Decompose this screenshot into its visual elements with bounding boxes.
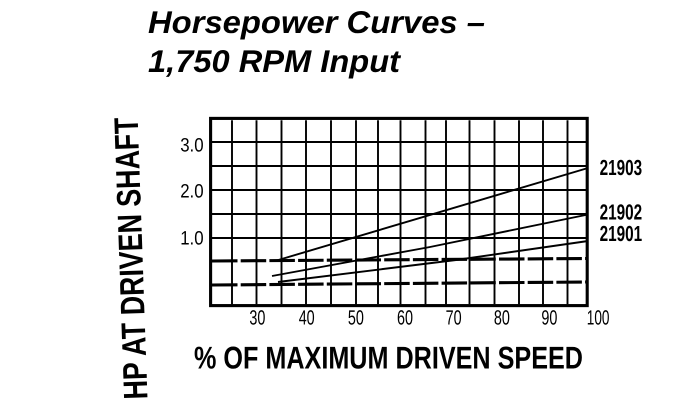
svg-text:21901: 21901 [600, 221, 643, 246]
svg-text:21902: 21902 [600, 199, 643, 224]
svg-text:1.0: 1.0 [180, 228, 204, 250]
svg-text:100: 100 [587, 307, 610, 330]
svg-text:1,750 RPM Input: 1,750 RPM Input [148, 43, 402, 79]
svg-text:% OF MAXIMUM DRIVEN SPEED: % OF MAXIMUM DRIVEN SPEED [194, 340, 583, 376]
svg-text:Horsepower Curves –: Horsepower Curves – [148, 4, 485, 40]
svg-text:21903: 21903 [600, 155, 643, 180]
svg-text:90: 90 [541, 307, 557, 330]
svg-text:80: 80 [494, 307, 510, 330]
svg-text:40: 40 [299, 307, 315, 330]
svg-text:50: 50 [348, 307, 364, 330]
svg-text:3.0: 3.0 [180, 135, 204, 157]
svg-text:30: 30 [249, 307, 265, 330]
svg-text:70: 70 [446, 307, 462, 330]
svg-text:HP AT DRIVEN SHAFT: HP AT DRIVEN SHAFT [108, 117, 156, 400]
svg-text:60: 60 [397, 307, 413, 330]
svg-text:2.0: 2.0 [180, 181, 204, 203]
